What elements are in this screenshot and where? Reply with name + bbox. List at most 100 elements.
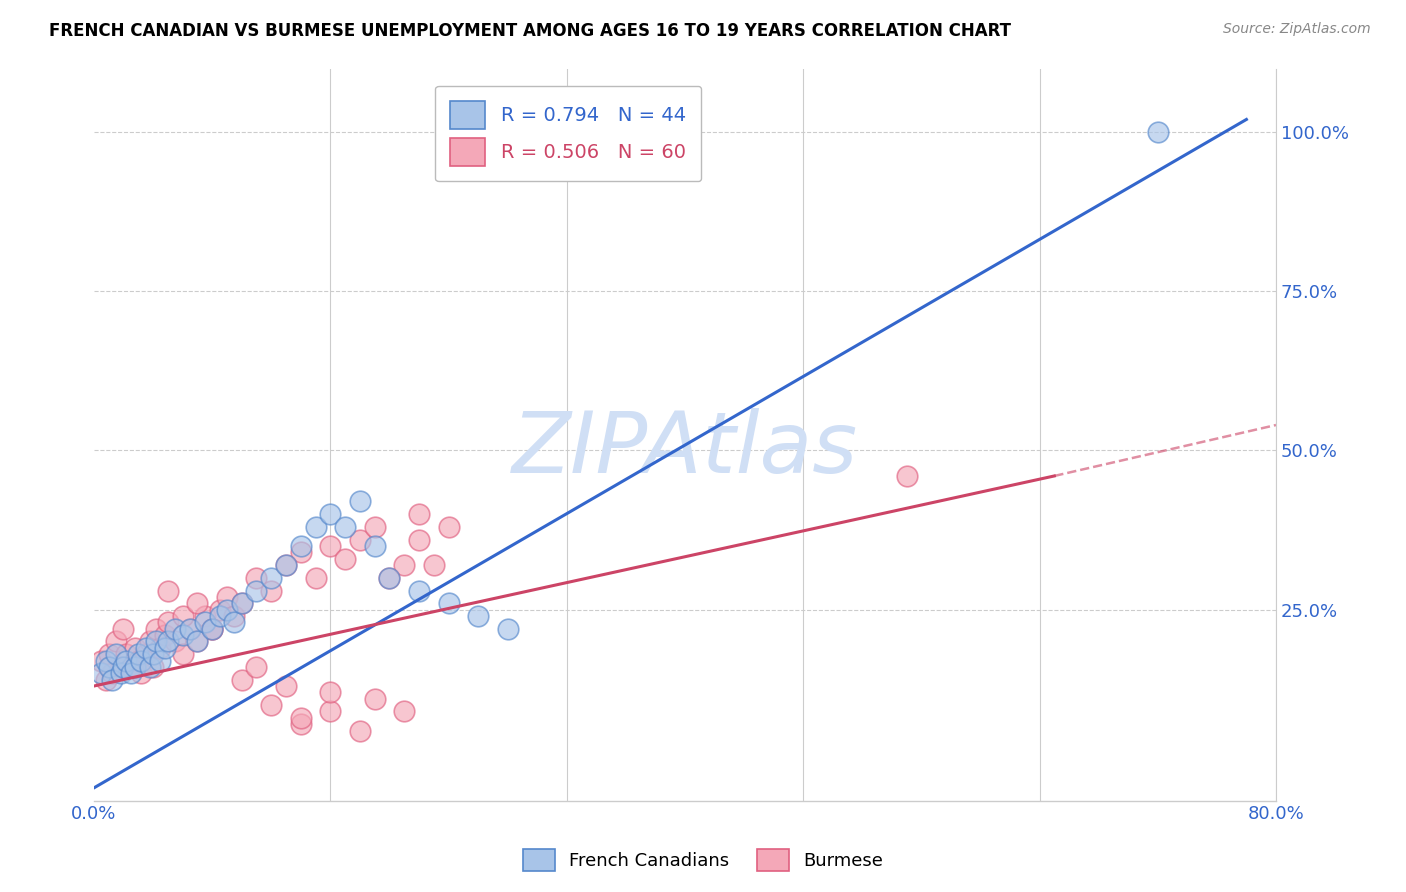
Point [423, 558, 446, 572]
Point [97, 647, 120, 661]
Point [363, 520, 385, 534]
Point [110, 660, 132, 674]
Point [172, 628, 194, 642]
Point [156, 634, 179, 648]
Point [224, 609, 246, 624]
Point [139, 660, 162, 674]
Point [363, 539, 385, 553]
Point [90, 666, 112, 681]
Legend: French Canadians, Burmese: French Canadians, Burmese [515, 842, 891, 879]
Point [274, 679, 297, 693]
Point [100, 666, 122, 681]
Point [142, 647, 165, 661]
Point [274, 558, 297, 572]
Point [110, 666, 132, 681]
Point [100, 673, 122, 687]
Point [135, 647, 157, 661]
Point [90, 654, 112, 668]
Point [333, 520, 356, 534]
Point [260, 583, 283, 598]
Point [124, 660, 146, 674]
Point [408, 507, 430, 521]
Point [408, 583, 430, 598]
Point [208, 609, 231, 624]
Point [145, 622, 167, 636]
Point [129, 666, 152, 681]
Point [260, 698, 283, 713]
Point [392, 558, 415, 572]
Point [94, 654, 117, 668]
Point [304, 571, 326, 585]
Point [149, 640, 172, 655]
Point [896, 469, 918, 483]
Point [319, 705, 342, 719]
Point [290, 545, 312, 559]
Point [231, 596, 253, 610]
Point [408, 533, 430, 547]
Point [115, 647, 138, 661]
Point [172, 609, 194, 624]
Text: Source: ZipAtlas.com: Source: ZipAtlas.com [1223, 22, 1371, 37]
Point [392, 705, 415, 719]
Point [437, 520, 460, 534]
Point [94, 673, 117, 687]
Point [194, 609, 217, 624]
Point [165, 634, 187, 648]
Point [105, 647, 128, 661]
Text: ZIPAtlas: ZIPAtlas [512, 408, 858, 491]
Point [274, 558, 297, 572]
Point [201, 622, 224, 636]
Point [105, 634, 128, 648]
Point [378, 571, 401, 585]
Point [112, 660, 135, 674]
Point [290, 711, 312, 725]
Point [290, 539, 312, 553]
Point [115, 654, 138, 668]
Point [496, 622, 519, 636]
Point [142, 660, 165, 674]
Point [129, 654, 152, 668]
Point [349, 723, 371, 738]
Point [127, 654, 149, 668]
Point [349, 494, 371, 508]
Point [224, 615, 246, 630]
Point [153, 640, 176, 655]
Text: FRENCH CANADIAN VS BURMESE UNEMPLOYMENT AMONG AGES 16 TO 19 YEARS CORRELATION CH: FRENCH CANADIAN VS BURMESE UNEMPLOYMENT … [49, 22, 1011, 40]
Point [153, 628, 176, 642]
Point [149, 654, 172, 668]
Point [156, 615, 179, 630]
Point [127, 647, 149, 661]
Point [378, 571, 401, 585]
Point [290, 717, 312, 731]
Point [333, 551, 356, 566]
Legend: R = 0.794   N = 44, R = 0.506   N = 60: R = 0.794 N = 44, R = 0.506 N = 60 [434, 86, 702, 181]
Point [172, 647, 194, 661]
Point [245, 571, 267, 585]
Point [467, 609, 489, 624]
Point [145, 634, 167, 648]
Point [245, 583, 267, 598]
Point [179, 622, 201, 636]
Point [304, 520, 326, 534]
Point [139, 634, 162, 648]
Point [245, 660, 267, 674]
Point [215, 602, 238, 616]
Point [97, 660, 120, 674]
Point [156, 583, 179, 598]
Point [215, 590, 238, 604]
Point [319, 507, 342, 521]
Point [186, 634, 208, 648]
Point [124, 640, 146, 655]
Point [437, 596, 460, 610]
Point [231, 673, 253, 687]
Point [349, 533, 371, 547]
Point [363, 691, 385, 706]
Point [319, 539, 342, 553]
Point [201, 622, 224, 636]
Point [194, 615, 217, 630]
Point [319, 685, 342, 699]
Point [179, 622, 201, 636]
Point [135, 640, 157, 655]
Point [231, 596, 253, 610]
Point [120, 660, 142, 674]
